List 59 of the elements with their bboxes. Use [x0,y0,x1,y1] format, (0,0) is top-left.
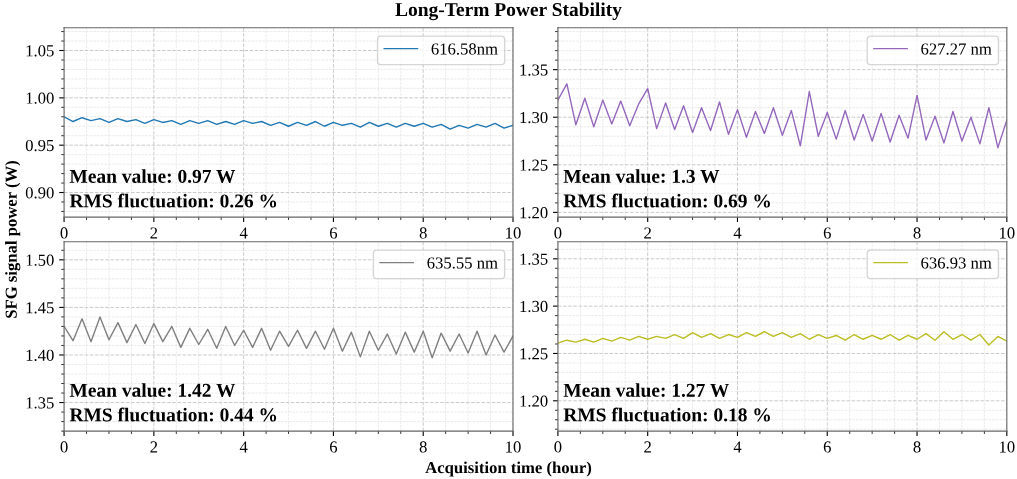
annotation: Mean value: 1.42 W [69,383,236,397]
x-tick-label: 4 [239,227,248,239]
y-tick-label: 1.40 [26,349,54,361]
y-tick-label: 1.35 [520,64,548,76]
legend-label: 636.93 nm [921,257,992,269]
x-tick-label: 10 [506,441,521,453]
y-tick-label: 1.30 [520,111,548,124]
annotation: Mean value: 1.27 W [563,383,729,397]
x-tick-label: 4 [733,227,742,239]
line-series [557,330,1007,346]
y-axis-title: SFG signal power (W) [5,160,21,318]
annotation: RMS fluctuation: 0.69 % [563,193,770,208]
chart-title: Long-Term Power Stability [395,2,622,21]
y-tick-label: 1.50 [26,254,54,266]
x-tick-label: 2 [150,441,158,453]
y-tick-label: 1.35 [26,397,54,409]
x-tick-label: 2 [644,227,651,239]
x-tick-label: 6 [823,227,831,239]
x-tick-label: 0 [60,227,68,239]
x-tick-label: 2 [644,441,651,453]
x-axis-title: Acquisition time (hour) [425,461,592,477]
x-tick-label: 0 [554,441,562,453]
annotation: RMS fluctuation: 0.26 % [69,193,277,208]
y-tick-label: 1.00 [26,92,54,104]
line-series [64,116,513,130]
x-tick-label: 10 [999,227,1015,239]
x-tick-label: 4 [733,441,742,453]
y-tick-label: 1.05 [26,45,54,57]
x-tick-label: 8 [419,441,427,453]
y-tick-label: 0.95 [25,139,54,152]
legend-label: 627.27 nm [921,43,992,55]
x-tick-label: 6 [823,441,831,453]
annotation: Mean value: 0.97 W [69,169,236,183]
y-tick-label: 1.20 [520,207,548,219]
x-tick-label: 8 [419,227,427,239]
x-tick-label: 2 [150,227,158,239]
y-tick-label: 1.45 [26,302,54,314]
annotation: RMS fluctuation: 0.44 % [69,407,277,422]
x-tick-label: 8 [913,441,921,453]
x-tick-label: 10 [506,227,521,239]
y-tick-label: 1.30 [520,300,548,313]
y-tick-label: 1.35 [520,253,548,265]
y-tick-label: 1.25 [520,159,548,171]
annotation: Mean value: 1.3 W [563,169,720,183]
line-series [64,316,513,359]
legend-label: 616.58nm [431,43,498,55]
line-series [557,83,1007,149]
y-tick-label: 0.90 [25,187,54,199]
annotation: RMS fluctuation: 0.18 % [563,407,770,422]
x-tick-label: 8 [913,227,921,239]
x-tick-label: 0 [554,227,562,239]
x-tick-label: 6 [329,227,338,239]
x-tick-label: 6 [329,441,338,453]
y-tick-label: 1.20 [520,395,548,407]
x-tick-label: 4 [239,441,248,453]
legend-label: 635.55 nm [427,257,498,269]
x-tick-label: 0 [60,441,68,453]
x-tick-label: 10 [999,441,1015,453]
y-tick-label: 1.25 [520,348,548,360]
